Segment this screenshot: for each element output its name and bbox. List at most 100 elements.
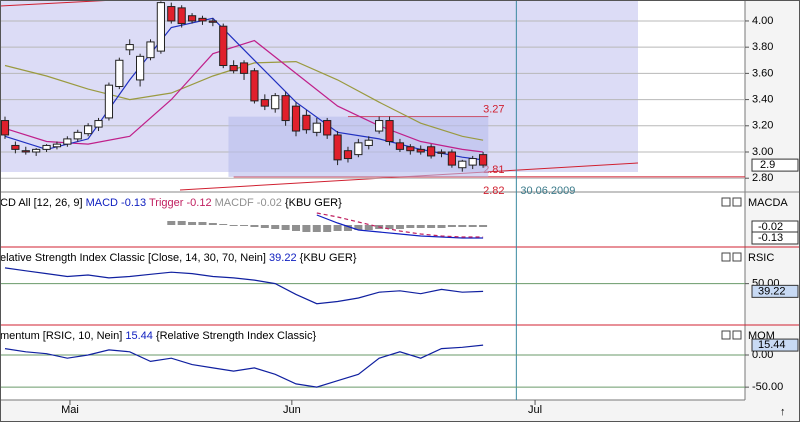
candle-body: [468, 158, 477, 166]
panel-label: MACDA: [748, 197, 788, 209]
scroll-arrow[interactable]: ↑: [780, 406, 786, 418]
panel-legend: elative Strength Index Classic [Close, 1…: [0, 252, 357, 264]
y-tick-label: 3.20: [752, 120, 773, 132]
candle-body: [333, 134, 342, 161]
legend-entry: mentum [RSIC, 10, Nein]: [0, 330, 122, 342]
y-tick-label: -50.00: [752, 381, 783, 393]
candle-body: [437, 151, 446, 154]
histogram-bar: [343, 225, 352, 231]
candle-body: [94, 120, 103, 128]
candle-body: [239, 62, 249, 74]
candle-body: [0, 120, 10, 136]
candle-body: [219, 25, 228, 67]
indicator-line: [4, 267, 484, 305]
histogram-bar: [250, 225, 259, 227]
candle-body: [271, 95, 280, 110]
candle-body: [187, 15, 197, 22]
candle-body: [136, 55, 145, 81]
histogram-bar: [167, 221, 176, 225]
candle-body: [416, 148, 425, 153]
legend-entry: Trigger -0.12: [149, 197, 212, 209]
legend-entry: {KBU GER}: [300, 252, 357, 264]
candle-body: [291, 105, 301, 132]
candle-body: [427, 146, 436, 157]
panel-button: [732, 252, 742, 262]
candle-body: [115, 59, 124, 87]
candle-body: [21, 150, 30, 153]
value-tag-label: 39.22: [758, 285, 786, 297]
candle-body: [42, 144, 51, 150]
indicator-line: [316, 212, 484, 238]
value-tag-label: -0.13: [758, 232, 783, 244]
panel-legend: CD All [12, 26, 9] MACD -0.13 Trigger -0…: [0, 197, 342, 209]
candle-body: [478, 154, 488, 166]
candle-body: [395, 142, 405, 150]
candle-body: [447, 151, 457, 166]
histogram-bar: [208, 223, 217, 225]
candle-body: [364, 139, 373, 146]
candle-body: [458, 160, 467, 169]
y-tick-label: 0.00: [752, 349, 773, 361]
histogram-bar: [312, 225, 321, 232]
histogram-bar: [302, 225, 311, 232]
candle-body: [375, 120, 384, 132]
value-tag: [751, 338, 799, 352]
candle-body: [312, 122, 321, 133]
panel-legend: mentum [RSIC, 10, Nein] 15.44 {Relative …: [0, 330, 316, 342]
histogram-bar: [240, 225, 249, 226]
histogram-bar: [333, 225, 342, 231]
moving-average: [4, 60, 484, 141]
price-tag: [751, 158, 799, 172]
value-tag-label: 15.44: [758, 339, 786, 351]
candle-body: [250, 70, 259, 102]
legend-entry: {Relative Strength Index Classic}: [156, 330, 317, 342]
candle-body: [406, 146, 415, 152]
panel-button: [721, 330, 731, 340]
value-tag: [751, 231, 799, 245]
histogram-bar: [385, 225, 394, 229]
histogram-bar: [354, 225, 363, 230]
histogram-bar: [323, 225, 332, 232]
level-label: 3.27: [483, 104, 504, 116]
candle-body: [177, 7, 186, 25]
candle-body: [146, 41, 155, 59]
histogram-bar: [406, 225, 415, 228]
candle-body: [229, 65, 238, 72]
candle-body: [63, 138, 72, 145]
histogram-bar: [427, 225, 436, 228]
panel-button: [721, 197, 731, 207]
panel-button: [732, 330, 742, 340]
y-tick-label: 3.40: [752, 93, 773, 105]
indicator-line: [4, 344, 484, 388]
right-axis-area: [745, 0, 800, 422]
candle-body: [343, 150, 353, 160]
x-tick-label: Mai: [61, 404, 79, 416]
time-axis-area: [0, 400, 745, 422]
histogram-bar: [219, 224, 228, 225]
histogram-bar: [395, 225, 404, 229]
histogram-bar: [437, 225, 446, 228]
histogram-bar: [177, 221, 186, 225]
candle-body: [84, 125, 93, 135]
indicator-line: [316, 214, 484, 239]
level-label: 2.81: [483, 164, 504, 176]
value-tag-label: -0.02: [758, 221, 783, 233]
histogram-bar: [292, 225, 301, 231]
candle-body: [198, 17, 207, 22]
candle-body: [260, 99, 269, 107]
candle-body: [354, 142, 363, 156]
candle-body: [323, 120, 332, 136]
x-tick-label: Jun: [283, 404, 301, 416]
panel-label: RSIC: [748, 252, 774, 264]
legend-entry: CD All [12, 26, 9]: [0, 197, 83, 209]
y-tick-label: 3.80: [752, 41, 773, 53]
candle-body: [52, 143, 62, 148]
candle-body: [302, 114, 311, 131]
candle-body: [73, 131, 82, 140]
legend-entry: 39.22: [269, 252, 297, 264]
histogram-bar: [479, 225, 488, 227]
candle-body: [11, 144, 20, 150]
trendline-label: 2.82: [483, 185, 504, 197]
histogram-bar: [468, 225, 477, 227]
